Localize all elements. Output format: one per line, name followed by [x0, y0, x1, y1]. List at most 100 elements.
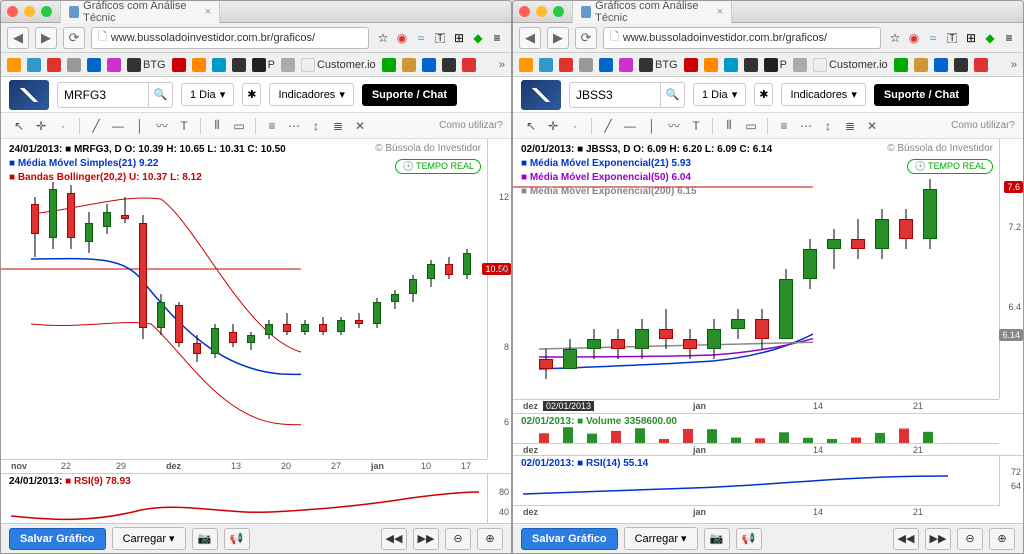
star-icon[interactable]: ☆	[375, 30, 391, 46]
ext-icon[interactable]: ≈	[925, 30, 941, 46]
minimize-icon[interactable]	[536, 6, 547, 17]
line-style[interactable]: ≡	[262, 116, 282, 136]
help-hint[interactable]: Como utilizar?	[951, 120, 1015, 131]
bookmark[interactable]: BTG	[127, 58, 166, 72]
zoom-icon[interactable]	[553, 6, 564, 17]
bookmark[interactable]	[382, 58, 396, 72]
bookmark[interactable]: Customer.io	[301, 58, 376, 72]
indicators-select[interactable]: Indicadores ▾	[269, 83, 353, 106]
minimize-icon[interactable]	[24, 6, 35, 17]
screenshot-button[interactable]: 📷	[704, 528, 730, 550]
close-icon[interactable]	[7, 6, 18, 17]
chart-area-left[interactable]: 24/01/2013: ■ MRFG3, D O: 10.39 H: 10.65…	[1, 139, 511, 523]
ext-icon[interactable]: ≈	[413, 30, 429, 46]
ext-icon[interactable]: 🇹	[944, 30, 960, 46]
bookmark[interactable]	[67, 58, 81, 72]
ext-icon[interactable]: ◉	[906, 30, 922, 46]
star-icon[interactable]: ☆	[887, 30, 903, 46]
ext-icon[interactable]: ◆	[470, 30, 486, 46]
forward-button[interactable]: ▶▶	[413, 528, 439, 550]
line-style[interactable]: ≡	[774, 116, 794, 136]
draw-tool[interactable]: 〰	[152, 116, 172, 136]
settings-button[interactable]: ✱	[242, 83, 261, 106]
bookmark[interactable]	[462, 58, 476, 72]
save-chart-button[interactable]: Salvar Gráfico	[521, 528, 618, 550]
draw-tool[interactable]: 〰	[664, 116, 684, 136]
bookmark[interactable]	[954, 58, 968, 72]
settings-button[interactable]: ✱	[754, 83, 773, 106]
bookmark[interactable]	[934, 58, 948, 72]
tool[interactable]: ≣	[328, 116, 348, 136]
bookmark[interactable]	[107, 58, 121, 72]
bookmark[interactable]	[27, 58, 41, 72]
fib-tool[interactable]: ⫴	[207, 116, 227, 136]
bookmark[interactable]	[793, 58, 807, 72]
bookmark[interactable]	[281, 58, 295, 72]
overflow-icon[interactable]: »	[1011, 59, 1017, 71]
tool[interactable]: ↕	[818, 116, 838, 136]
bookmark[interactable]	[232, 58, 246, 72]
delete-tool[interactable]: ✕	[862, 116, 882, 136]
load-chart-button[interactable]: Carregar ▾	[624, 527, 698, 550]
bookmark[interactable]	[519, 58, 533, 72]
ticker-input[interactable]	[58, 84, 148, 106]
tool[interactable]: ≣	[840, 116, 860, 136]
forward-button[interactable]: ▶	[35, 27, 57, 49]
zoom-out-button[interactable]: ⊖	[445, 528, 471, 550]
dot-tool[interactable]: ·	[565, 116, 585, 136]
bookmark[interactable]	[599, 58, 613, 72]
bookmark[interactable]	[172, 58, 186, 72]
search-icon[interactable]: 🔍	[660, 83, 684, 107]
load-chart-button[interactable]: Carregar ▾	[112, 527, 186, 550]
support-button[interactable]: Suporte / Chat	[362, 84, 457, 106]
back-button[interactable]: ◀	[519, 27, 541, 49]
bookmark[interactable]	[442, 58, 456, 72]
tab-close-icon[interactable]: ×	[717, 6, 723, 18]
bookmark[interactable]	[894, 58, 908, 72]
hline-tool[interactable]: —	[108, 116, 128, 136]
tool[interactable]: ↕	[306, 116, 326, 136]
bookmark[interactable]	[744, 58, 758, 72]
shape-tool[interactable]: ▭	[229, 116, 249, 136]
bookmark[interactable]	[7, 58, 21, 72]
zoom-in-button[interactable]: ⊕	[989, 528, 1015, 550]
ext-icon[interactable]: ◆	[982, 30, 998, 46]
indicators-select[interactable]: Indicadores ▾	[781, 83, 865, 106]
overflow-icon[interactable]: »	[499, 59, 505, 71]
shape-tool[interactable]: ▭	[741, 116, 761, 136]
reload-button[interactable]: ⟳	[575, 27, 597, 49]
vline-tool[interactable]: │	[130, 116, 150, 136]
ticker-input[interactable]	[570, 84, 660, 106]
bookmark[interactable]: P	[764, 58, 787, 72]
save-chart-button[interactable]: Salvar Gráfico	[9, 528, 106, 550]
bookmark[interactable]	[402, 58, 416, 72]
dot-tool[interactable]: ·	[53, 116, 73, 136]
ext-icon[interactable]: ⊞	[963, 30, 979, 46]
zoom-out-button[interactable]: ⊖	[957, 528, 983, 550]
bookmark[interactable]	[684, 58, 698, 72]
bookmark[interactable]	[704, 58, 718, 72]
bookmark[interactable]: BTG	[639, 58, 678, 72]
crosshair-tool[interactable]: ✛	[543, 116, 563, 136]
bookmark[interactable]	[212, 58, 226, 72]
screenshot-button[interactable]: 📷	[192, 528, 218, 550]
bookmark[interactable]	[619, 58, 633, 72]
trendline-tool[interactable]: ╱	[598, 116, 618, 136]
cursor-tool[interactable]: ↖	[9, 116, 29, 136]
tab-close-icon[interactable]: ×	[205, 6, 211, 18]
bookmark[interactable]	[422, 58, 436, 72]
bookmark[interactable]	[579, 58, 593, 72]
more-tool[interactable]: ⋯	[796, 116, 816, 136]
bookmark[interactable]: Customer.io	[813, 58, 888, 72]
rewind-button[interactable]: ◀◀	[381, 528, 407, 550]
bookmark[interactable]	[87, 58, 101, 72]
zoom-in-button[interactable]: ⊕	[477, 528, 503, 550]
bookmark[interactable]	[724, 58, 738, 72]
ext-icon[interactable]: ⊞	[451, 30, 467, 46]
chart-area-right[interactable]: 02/01/2013: ■ JBSS3, D O: 6.09 H: 6.20 L…	[513, 139, 1023, 523]
back-button[interactable]: ◀	[7, 27, 29, 49]
support-button[interactable]: Suporte / Chat	[874, 84, 969, 106]
close-icon[interactable]	[519, 6, 530, 17]
text-tool[interactable]: T	[686, 116, 706, 136]
share-button[interactable]: 📢	[224, 528, 250, 550]
